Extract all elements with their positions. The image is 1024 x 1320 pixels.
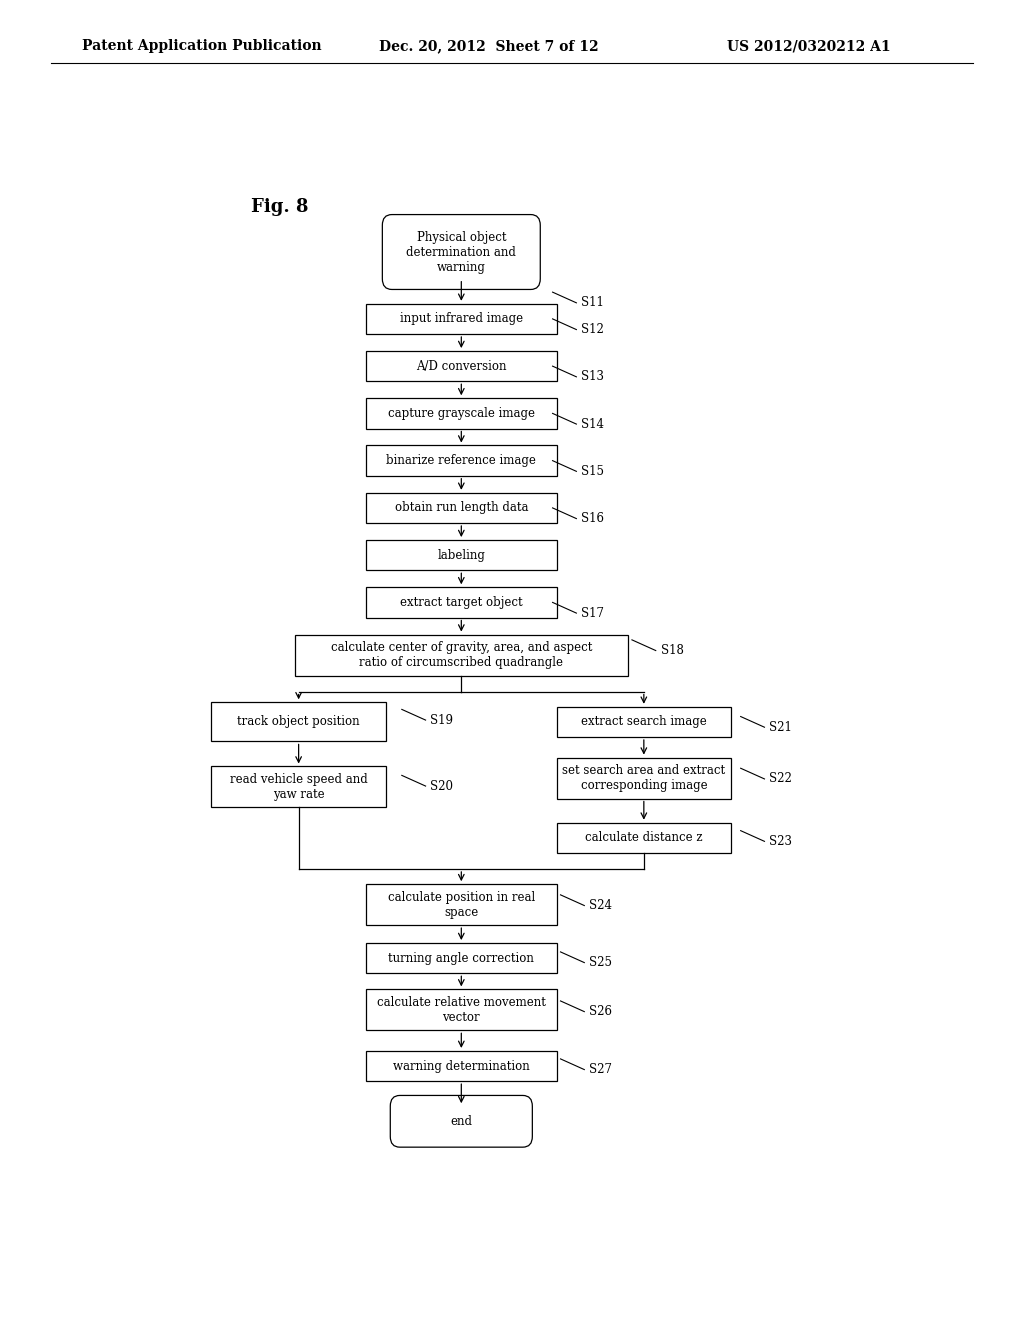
Text: S17: S17: [582, 607, 604, 619]
Text: S16: S16: [582, 512, 604, 525]
Text: labeling: labeling: [437, 549, 485, 561]
Text: end: end: [451, 1115, 472, 1127]
Text: US 2012/0320212 A1: US 2012/0320212 A1: [727, 40, 891, 53]
Text: binarize reference image: binarize reference image: [386, 454, 537, 467]
Text: S27: S27: [589, 1063, 612, 1076]
FancyBboxPatch shape: [557, 706, 731, 737]
FancyBboxPatch shape: [367, 492, 557, 523]
Text: warning determination: warning determination: [393, 1060, 529, 1073]
Text: read vehicle speed and
yaw rate: read vehicle speed and yaw rate: [229, 774, 368, 801]
FancyBboxPatch shape: [367, 399, 557, 429]
Text: S19: S19: [430, 714, 454, 726]
Text: S14: S14: [582, 417, 604, 430]
FancyBboxPatch shape: [295, 635, 628, 676]
Text: Dec. 20, 2012  Sheet 7 of 12: Dec. 20, 2012 Sheet 7 of 12: [379, 40, 598, 53]
Text: S13: S13: [582, 371, 604, 383]
Text: extract search image: extract search image: [581, 715, 707, 729]
Text: S25: S25: [589, 956, 612, 969]
FancyBboxPatch shape: [390, 1096, 532, 1147]
Text: calculate distance z: calculate distance z: [585, 832, 702, 845]
Text: S18: S18: [660, 644, 683, 657]
Text: calculate center of gravity, area, and aspect
ratio of circumscribed quadrangle: calculate center of gravity, area, and a…: [331, 642, 592, 669]
Text: obtain run length data: obtain run length data: [394, 502, 528, 515]
Text: S11: S11: [582, 296, 604, 309]
FancyBboxPatch shape: [557, 822, 731, 853]
Text: S26: S26: [589, 1005, 612, 1018]
FancyBboxPatch shape: [211, 702, 386, 742]
Text: A/D conversion: A/D conversion: [416, 359, 507, 372]
Text: S23: S23: [769, 834, 793, 847]
Text: capture grayscale image: capture grayscale image: [388, 407, 535, 420]
FancyBboxPatch shape: [367, 942, 557, 973]
Text: Patent Application Publication: Patent Application Publication: [82, 40, 322, 53]
FancyBboxPatch shape: [382, 215, 541, 289]
Text: Fig. 8: Fig. 8: [251, 198, 308, 216]
FancyBboxPatch shape: [367, 540, 557, 570]
Text: turning angle correction: turning angle correction: [388, 952, 535, 965]
FancyBboxPatch shape: [367, 587, 557, 618]
FancyBboxPatch shape: [557, 758, 731, 799]
Text: S20: S20: [430, 780, 454, 792]
Text: S22: S22: [769, 772, 793, 785]
FancyBboxPatch shape: [211, 767, 386, 808]
Text: set search area and extract
corresponding image: set search area and extract correspondin…: [562, 764, 725, 792]
Text: calculate relative movement
vector: calculate relative movement vector: [377, 995, 546, 1024]
Text: extract target object: extract target object: [400, 595, 522, 609]
Text: track object position: track object position: [238, 715, 360, 729]
FancyBboxPatch shape: [367, 990, 557, 1031]
Text: calculate position in real
space: calculate position in real space: [388, 891, 535, 919]
Text: S15: S15: [582, 465, 604, 478]
Text: Physical object
determination and
warning: Physical object determination and warnin…: [407, 231, 516, 273]
FancyBboxPatch shape: [367, 1051, 557, 1081]
Text: S21: S21: [769, 721, 793, 734]
FancyBboxPatch shape: [367, 304, 557, 334]
FancyBboxPatch shape: [367, 351, 557, 381]
Text: S12: S12: [582, 323, 604, 337]
Text: input infrared image: input infrared image: [399, 313, 523, 326]
FancyBboxPatch shape: [367, 884, 557, 925]
FancyBboxPatch shape: [367, 445, 557, 475]
Text: S24: S24: [589, 899, 612, 912]
